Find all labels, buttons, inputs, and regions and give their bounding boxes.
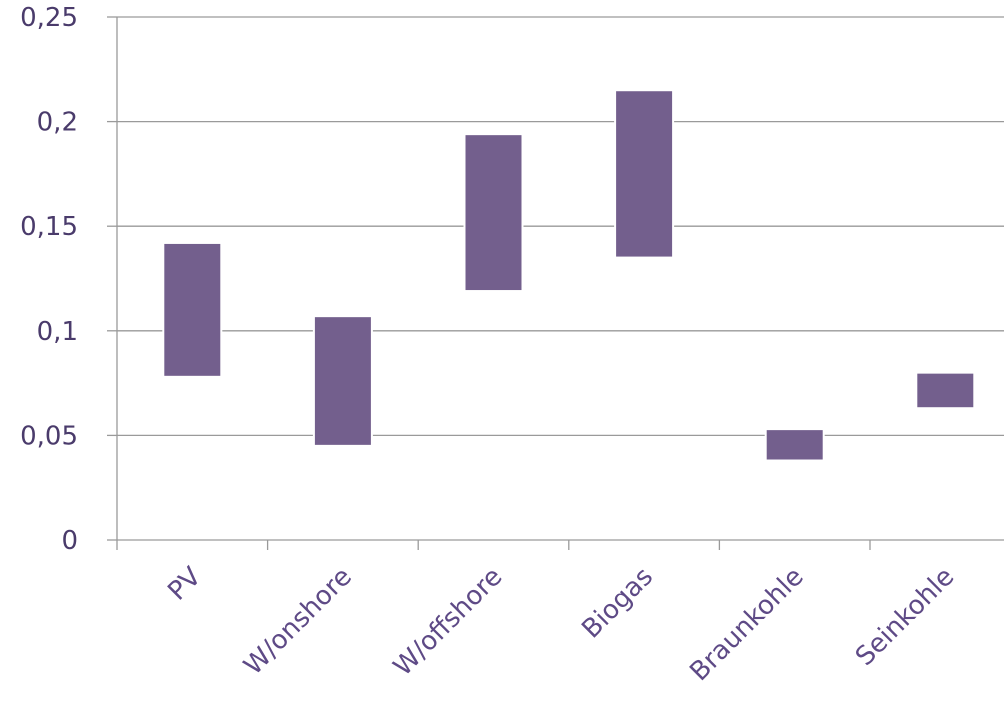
x-category-label: Braunkohle [684, 562, 809, 687]
range-bar [764, 428, 825, 462]
x-category-label: Biogas [576, 562, 659, 645]
y-tick-labels: 0 0,05 0,1 0,15 0,2 0,25 [20, 3, 78, 556]
x-category-label: Seinkohle [850, 562, 960, 672]
y-tick-label: 0,05 [20, 421, 78, 451]
range-bar [915, 371, 976, 410]
range-bar [162, 241, 223, 378]
x-category-labels: PV W/onshore W/offshore Biogas Braunkohle Sei… [162, 562, 960, 687]
range-bar [463, 133, 524, 293]
range-bar [312, 315, 373, 447]
gridlines [117, 16, 1004, 437]
y-tick-label: 0,2 [37, 108, 78, 138]
axes [107, 16, 1004, 550]
x-category-label: W/onshore [238, 562, 357, 681]
range-bar [614, 89, 675, 259]
y-tick-label: 0,1 [37, 317, 78, 347]
x-category-label: PV [162, 562, 207, 607]
y-tick-label: 0 [61, 526, 78, 556]
y-tick-label: 0,15 [20, 212, 78, 242]
range-bars [162, 89, 976, 462]
y-tick-label: 0,25 [20, 3, 78, 33]
x-category-label: W/offshore [388, 562, 508, 682]
